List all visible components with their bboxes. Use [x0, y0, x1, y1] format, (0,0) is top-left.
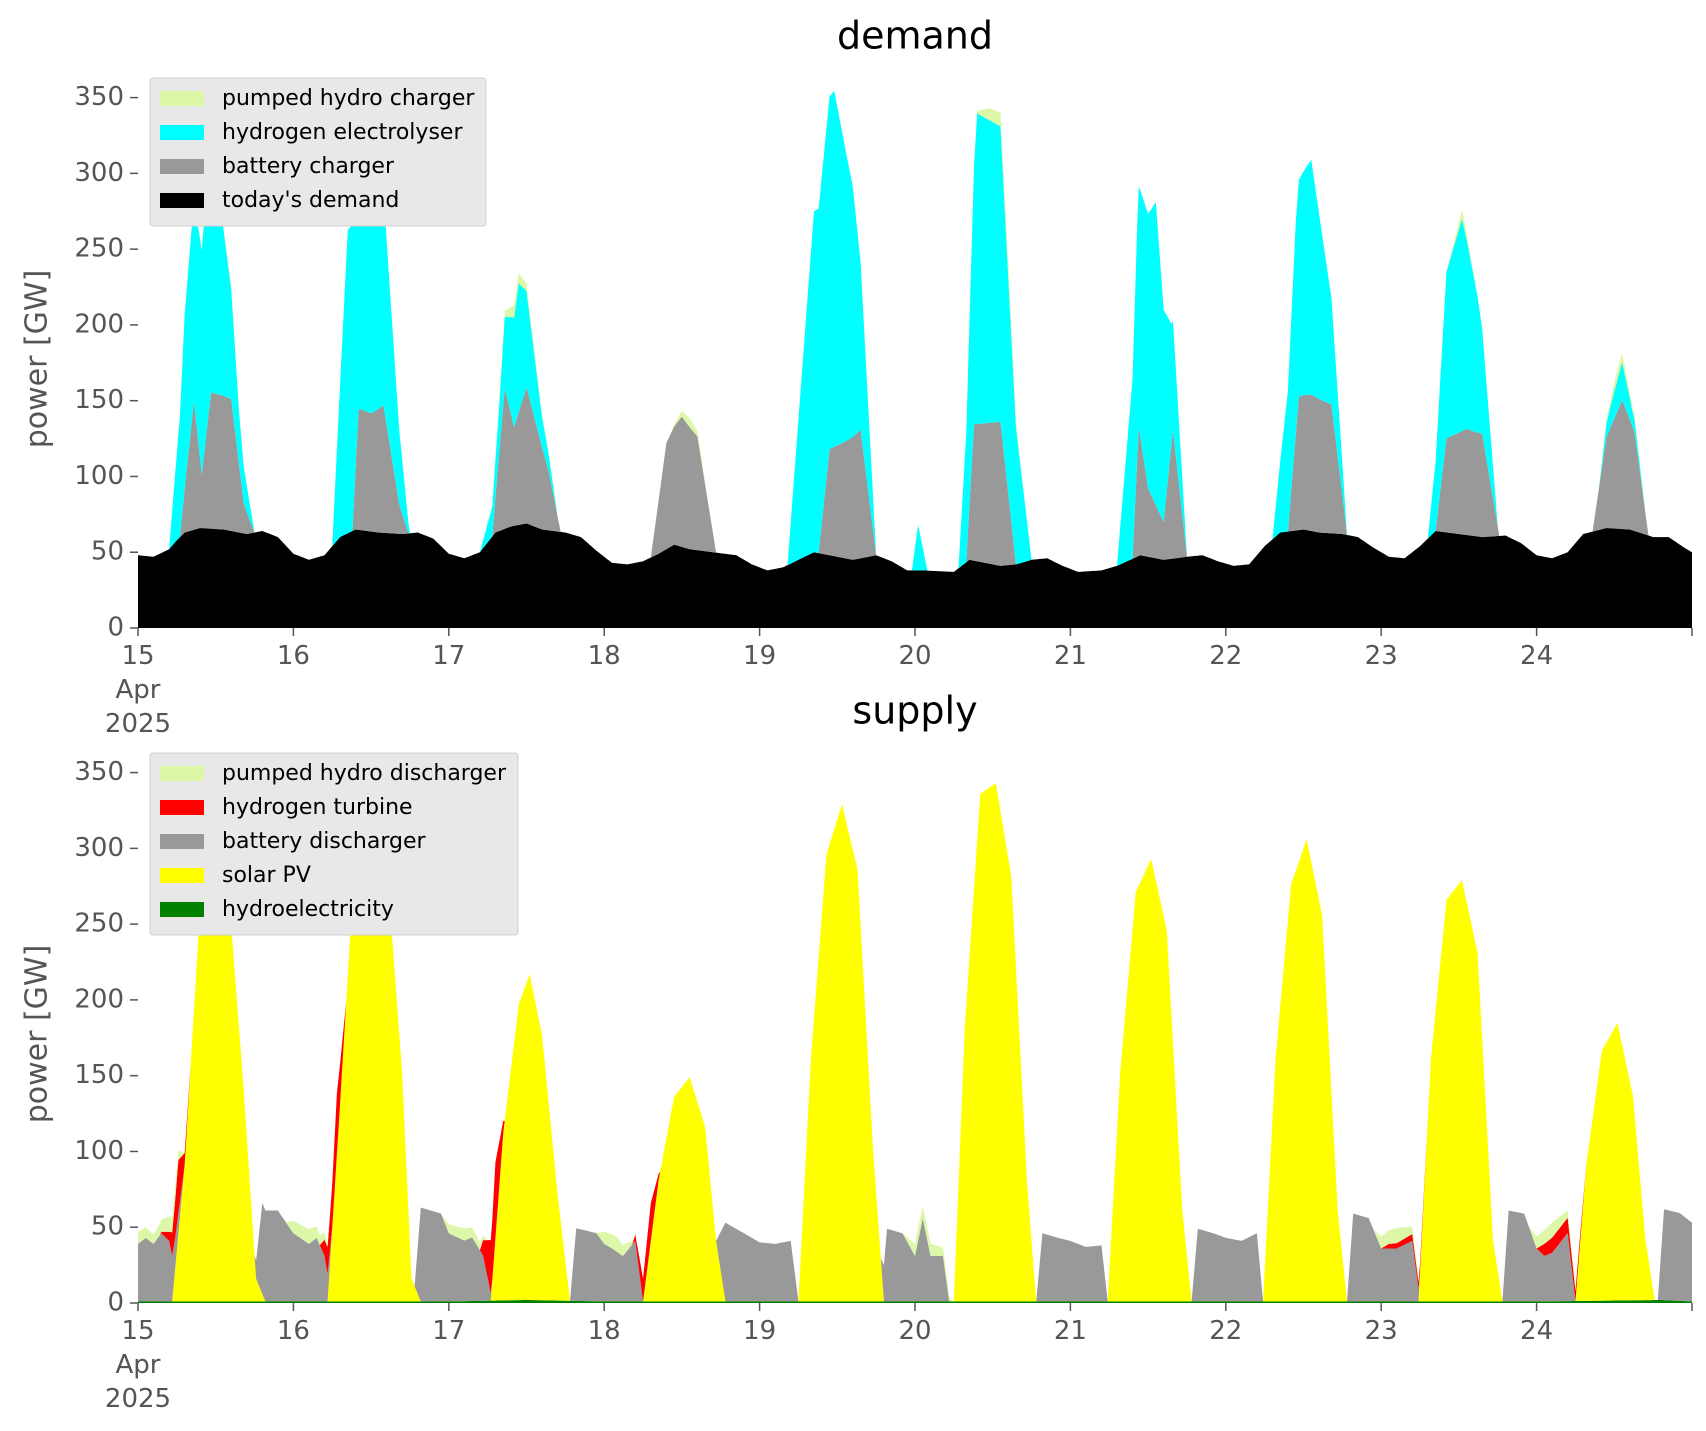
legend-box — [149, 752, 519, 936]
area-today-s-demand — [138, 523, 1692, 628]
x-tick-label: 24 — [1520, 1316, 1553, 1346]
legend-label: solar PV — [222, 863, 311, 888]
x-tick-label: 2025 — [105, 1384, 171, 1414]
x-tick-label: 15 — [121, 1316, 154, 1346]
x-tick-label: 19 — [743, 641, 776, 671]
y-tick-label: 150 — [74, 385, 124, 415]
x-tick-label: Apr — [116, 1350, 161, 1380]
legend-swatch-hydrogen-turbine — [160, 800, 204, 815]
x-tick-label: 20 — [898, 1316, 931, 1346]
x-tick-label: 18 — [588, 641, 621, 671]
x-tick-label: 22 — [1209, 1316, 1242, 1346]
axes: 0 50 100 150 200 250 300 350 15 Apr 2025 16 17 18 19 20… — [74, 82, 1693, 739]
panel-supply: supply power [GW] 0 50 100 150 200 250 300 350 15 A… — [20, 689, 1693, 1414]
y-tick-label: 250 — [74, 234, 124, 264]
y-tick-label: 0 — [107, 613, 124, 643]
area-hydrogen-electrolyser — [138, 90, 1692, 572]
panel-demand: demand power [GW] 0 50 100 150 200 250 300 350 15 A… — [20, 14, 1693, 739]
x-tick-label: 15 — [121, 641, 154, 671]
x-tick-label: 17 — [432, 641, 465, 671]
x-tick-label: 21 — [1054, 641, 1087, 671]
x-tick-label: 22 — [1209, 641, 1242, 671]
y-tick-label: 200 — [74, 984, 124, 1014]
legend: pumped hydro discharger hydrogen turbine b… — [149, 752, 519, 936]
legend-swatch-solar-pv — [160, 868, 204, 883]
legend-label: battery charger — [222, 154, 395, 179]
legend-swatch-battery-charger — [160, 159, 204, 174]
axes: 0 50 100 150 200 250 300 350 15 Apr 2025 16 17 18 19 20… — [74, 757, 1693, 1414]
x-tick-label: 18 — [588, 1316, 621, 1346]
legend-label: pumped hydro charger — [222, 86, 475, 111]
y-tick-label: 300 — [74, 833, 124, 863]
legend: pumped hydro charger hydrogen electrolyse… — [149, 77, 487, 227]
series-group — [138, 783, 1692, 1303]
y-tick-label: 350 — [74, 82, 124, 112]
legend-label: battery discharger — [222, 829, 427, 854]
x-tick-label: 2025 — [105, 709, 171, 739]
x-tick-label: 23 — [1365, 1316, 1398, 1346]
series-group — [138, 90, 1692, 628]
x-tick-label: 16 — [277, 641, 310, 671]
x-tick-label: Apr — [116, 675, 161, 705]
y-axis-label: power [GW] — [20, 270, 55, 449]
x-tick-label: 16 — [277, 1316, 310, 1346]
x-tick-label: 20 — [898, 641, 931, 671]
legend-swatch-pumped-hydro-charger — [160, 91, 204, 106]
area-solar-pv — [138, 783, 1692, 1302]
y-tick-label: 150 — [74, 1060, 124, 1090]
legend-label: today's demand — [222, 188, 399, 213]
x-tick-label: 19 — [743, 1316, 776, 1346]
area-battery-discharger — [138, 783, 1692, 1302]
legend-box — [149, 77, 487, 227]
legend-swatch-today-s-demand — [160, 193, 204, 208]
legend-label: pumped hydro discharger — [222, 761, 507, 786]
y-axis-label: power [GW] — [20, 945, 55, 1124]
y-tick-label: 0 — [107, 1288, 124, 1318]
legend-swatch-hydroelectricity — [160, 902, 204, 917]
area-hydroelectricity — [138, 1299, 1692, 1303]
x-tick-label: 24 — [1520, 641, 1553, 671]
chart-title: demand — [837, 14, 993, 58]
y-tick-label: 300 — [74, 158, 124, 188]
area-battery-charger — [138, 387, 1692, 572]
chart-title: supply — [852, 689, 977, 733]
x-tick-label: 23 — [1365, 641, 1398, 671]
y-tick-label: 250 — [74, 909, 124, 939]
legend-swatch-hydrogen-electrolyser — [160, 125, 204, 140]
y-tick-label: 350 — [74, 757, 124, 787]
legend-label: hydroelectricity — [222, 897, 394, 922]
legend-swatch-pumped-hydro-discharger — [160, 766, 204, 781]
legend-label: hydrogen turbine — [222, 795, 413, 820]
y-tick-label: 100 — [74, 461, 124, 491]
x-tick-label: 21 — [1054, 1316, 1087, 1346]
y-tick-label: 100 — [74, 1136, 124, 1166]
y-tick-label: 200 — [74, 309, 124, 339]
x-tick-label: 17 — [432, 1316, 465, 1346]
y-tick-label: 50 — [91, 1212, 124, 1242]
legend-swatch-battery-discharger — [160, 834, 204, 849]
legend-label: hydrogen electrolyser — [222, 120, 463, 145]
y-tick-label: 50 — [91, 537, 124, 567]
